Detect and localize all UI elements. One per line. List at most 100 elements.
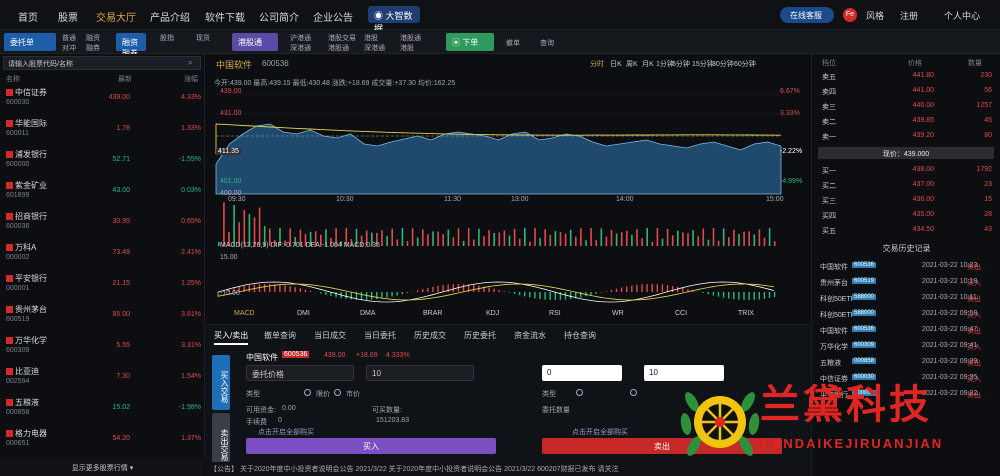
sell-radio-market[interactable] — [630, 389, 637, 396]
period-tab[interactable]: 1分钟 — [656, 61, 674, 68]
stock-row[interactable]: 紫金矿业 601899 43.00 0.03% — [0, 177, 205, 205]
tb-m2[interactable]: 港股交易 — [328, 35, 356, 42]
period-tab[interactable]: 60分钟 — [734, 61, 756, 68]
ask-row[interactable]: 卖四 441.00 56 — [812, 87, 1000, 101]
bid-row[interactable]: 买四 435.00 28 — [812, 211, 1000, 225]
nav-stocks[interactable]: 股票 — [58, 13, 78, 24]
indicator-tab[interactable]: BRAR — [423, 310, 443, 317]
history-row[interactable]: 中国软件 600536 2021-03-22 09:47 卖出 — [812, 326, 1000, 340]
sell-all-tip[interactable]: 点击开启全部购买 — [572, 429, 628, 436]
tb-m7[interactable]: 港股 — [400, 45, 414, 52]
history-row[interactable]: 科创50ETF 588000 2021-03-22 10:11 卖出 — [812, 294, 1000, 308]
trade-tab[interactable]: 买入/卖出 — [214, 330, 249, 345]
tb-b1[interactable]: 融券 — [86, 45, 100, 52]
history-row[interactable]: 中国软件 600536 2021-03-22 10:23 卖出 — [812, 262, 1000, 276]
buy-all-tip[interactable]: 点击开启全部购买 — [258, 429, 314, 436]
stock-row[interactable]: 比亚迪 002594 7.30 1.54% — [0, 363, 205, 391]
nav-notices[interactable]: 企业公告 — [313, 13, 353, 24]
stock-row[interactable]: 万华化学 600309 5.55 3.31% — [0, 332, 205, 360]
price-type-select[interactable]: 委托价格 — [246, 365, 354, 381]
tb-a1[interactable]: 对冲 — [62, 45, 76, 52]
trade-tab[interactable]: 持仓查询 — [564, 331, 596, 340]
history-row[interactable]: 万华化学 600309 2021-03-22 09:41 买入 — [812, 342, 1000, 356]
history-row[interactable]: 中信证券 600030 2021-03-22 09:35 买入 — [812, 374, 1000, 388]
sell-radio-limit[interactable] — [576, 389, 583, 396]
chart-svg[interactable] — [206, 84, 810, 324]
stock-row[interactable]: 五粮液 000858 15.02 -1.98% — [0, 394, 205, 422]
bid-row[interactable]: 买五 434.50 43 — [812, 226, 1000, 240]
stock-row[interactable]: 万科A 000002 73.49 2.41% — [0, 239, 205, 267]
more-stocks-button[interactable]: 显示更多股票行情 ▾ — [0, 458, 205, 476]
tb-d0[interactable]: 现货 — [196, 35, 210, 42]
nav-register[interactable]: 注册 — [900, 11, 919, 21]
trade-tab[interactable]: 当日委托 — [364, 331, 396, 340]
stock-row[interactable]: 格力电器 000651 54.20 1.37% — [0, 425, 205, 453]
nav-trading-hall[interactable]: 交易大厅 — [96, 13, 136, 24]
ask-row[interactable]: 卖五 441.80 230 — [812, 72, 1000, 86]
search-icon[interactable]: ⌕ — [188, 58, 193, 67]
bid-row[interactable]: 买一 438.00 1792 — [812, 166, 1000, 180]
history-row[interactable]: 科创50ETF 588000 2021-03-22 09:58 买入 — [812, 310, 1000, 324]
tb-b0[interactable]: 融资 — [86, 35, 100, 42]
radio-limit[interactable] — [304, 389, 311, 396]
sell-price-input[interactable]: 0 — [542, 365, 622, 381]
tb-m6[interactable]: 港股通 — [400, 35, 421, 42]
stock-row[interactable]: 华能国际 600011 1.78 1.33% — [0, 115, 205, 143]
indicator-tab[interactable]: CCI — [675, 310, 688, 317]
trade-tab[interactable]: 资金流水 — [514, 331, 546, 340]
buy-qty-input[interactable]: 10 — [366, 365, 474, 381]
online-service-button[interactable]: 在线客服 — [780, 7, 834, 23]
period-tab[interactable]: 日K — [610, 61, 622, 68]
period-tab[interactable]: 30分钟 — [712, 61, 734, 68]
buy-button[interactable]: 买入 — [246, 438, 496, 454]
nav-home[interactable]: 首页 — [18, 13, 38, 24]
indicator-tab[interactable]: KDJ — [486, 310, 500, 317]
tb-m3[interactable]: 港股通 — [328, 45, 349, 52]
period-tab[interactable]: 5分钟 — [672, 61, 690, 68]
period-tab[interactable]: 月K — [642, 61, 654, 68]
ask-row[interactable]: 卖二 439.85 45 — [812, 117, 1000, 131]
period-tab[interactable]: 分时 — [590, 61, 604, 68]
stock-row[interactable]: 中信证券 600030 439.00 4.33% — [0, 84, 205, 112]
tb-query[interactable]: 查询 — [540, 40, 554, 47]
tb-place-order-button[interactable]: ▣ 下单 — [446, 33, 494, 51]
trade-tab[interactable]: 历史委托 — [464, 331, 496, 340]
announcement-ticker[interactable]: 【公告】 关于2020年度中小投资者说明会公告 2021/3/22 关于2020… — [206, 462, 810, 476]
bid-row[interactable]: 买三 436.00 15 — [812, 196, 1000, 210]
indicator-tab[interactable]: TRIX — [738, 310, 754, 317]
nav-download[interactable]: 软件下载 — [205, 13, 245, 24]
history-row[interactable]: 五粮液 000858 2021-03-22 09:39 卖出 — [812, 358, 1000, 372]
tb-m5[interactable]: 深港通 — [364, 45, 385, 52]
history-row[interactable]: 平安银行 000001 2021-03-22 09:32 卖出 — [812, 390, 1000, 404]
trade-tab[interactable]: 历史成交 — [414, 331, 446, 340]
tb-cancel[interactable]: 撤单 — [506, 40, 520, 47]
tb-m1[interactable]: 深港通 — [290, 45, 311, 52]
tb-order-button[interactable]: 委托单 — [4, 33, 56, 51]
indicator-tab[interactable]: DMA — [360, 310, 376, 317]
stock-search-input[interactable]: 请输入股票代码/名称 — [3, 56, 201, 70]
tb-m4[interactable]: 港股 — [364, 35, 378, 42]
bid-row[interactable]: 买二 437.00 23 — [812, 181, 1000, 195]
period-tab[interactable]: 周K — [626, 61, 638, 68]
tb-c0[interactable]: 股指 — [160, 35, 174, 42]
indicator-tab[interactable]: MACD — [234, 310, 255, 317]
nav-about[interactable]: 公司简介 — [259, 13, 299, 24]
indicator-tab[interactable]: RSI — [549, 310, 561, 317]
stock-row[interactable]: 浦发银行 600000 52.71 -1.55% — [0, 146, 205, 174]
big-data-button[interactable]: ◉ 大智数据 — [368, 6, 420, 34]
tb-m0[interactable]: 沪港通 — [290, 35, 311, 42]
user-badge[interactable]: Fe — [843, 8, 857, 22]
ask-row[interactable]: 卖三 440.00 1257 — [812, 102, 1000, 116]
stock-row[interactable]: 招商银行 600036 30.95 0.65% — [0, 208, 205, 236]
period-tab[interactable]: 15分钟 — [692, 61, 714, 68]
tb-hk-button[interactable]: 港股通 — [232, 33, 278, 51]
stock-row[interactable]: 平安银行 000001 21.15 1.25% — [0, 270, 205, 298]
sell-qty-input[interactable]: 10 — [644, 365, 724, 381]
nav-products[interactable]: 产品介绍 — [150, 13, 190, 24]
history-row[interactable]: 贵州茅台 600519 2021-03-22 10:18 买入 — [812, 278, 1000, 292]
indicator-tab[interactable]: DMI — [297, 310, 310, 317]
trade-tab[interactable]: 撤单查询 — [264, 331, 296, 340]
sell-side-tab[interactable]: 卖出交易 — [212, 413, 230, 468]
nav-style[interactable]: 风格 — [866, 11, 885, 21]
